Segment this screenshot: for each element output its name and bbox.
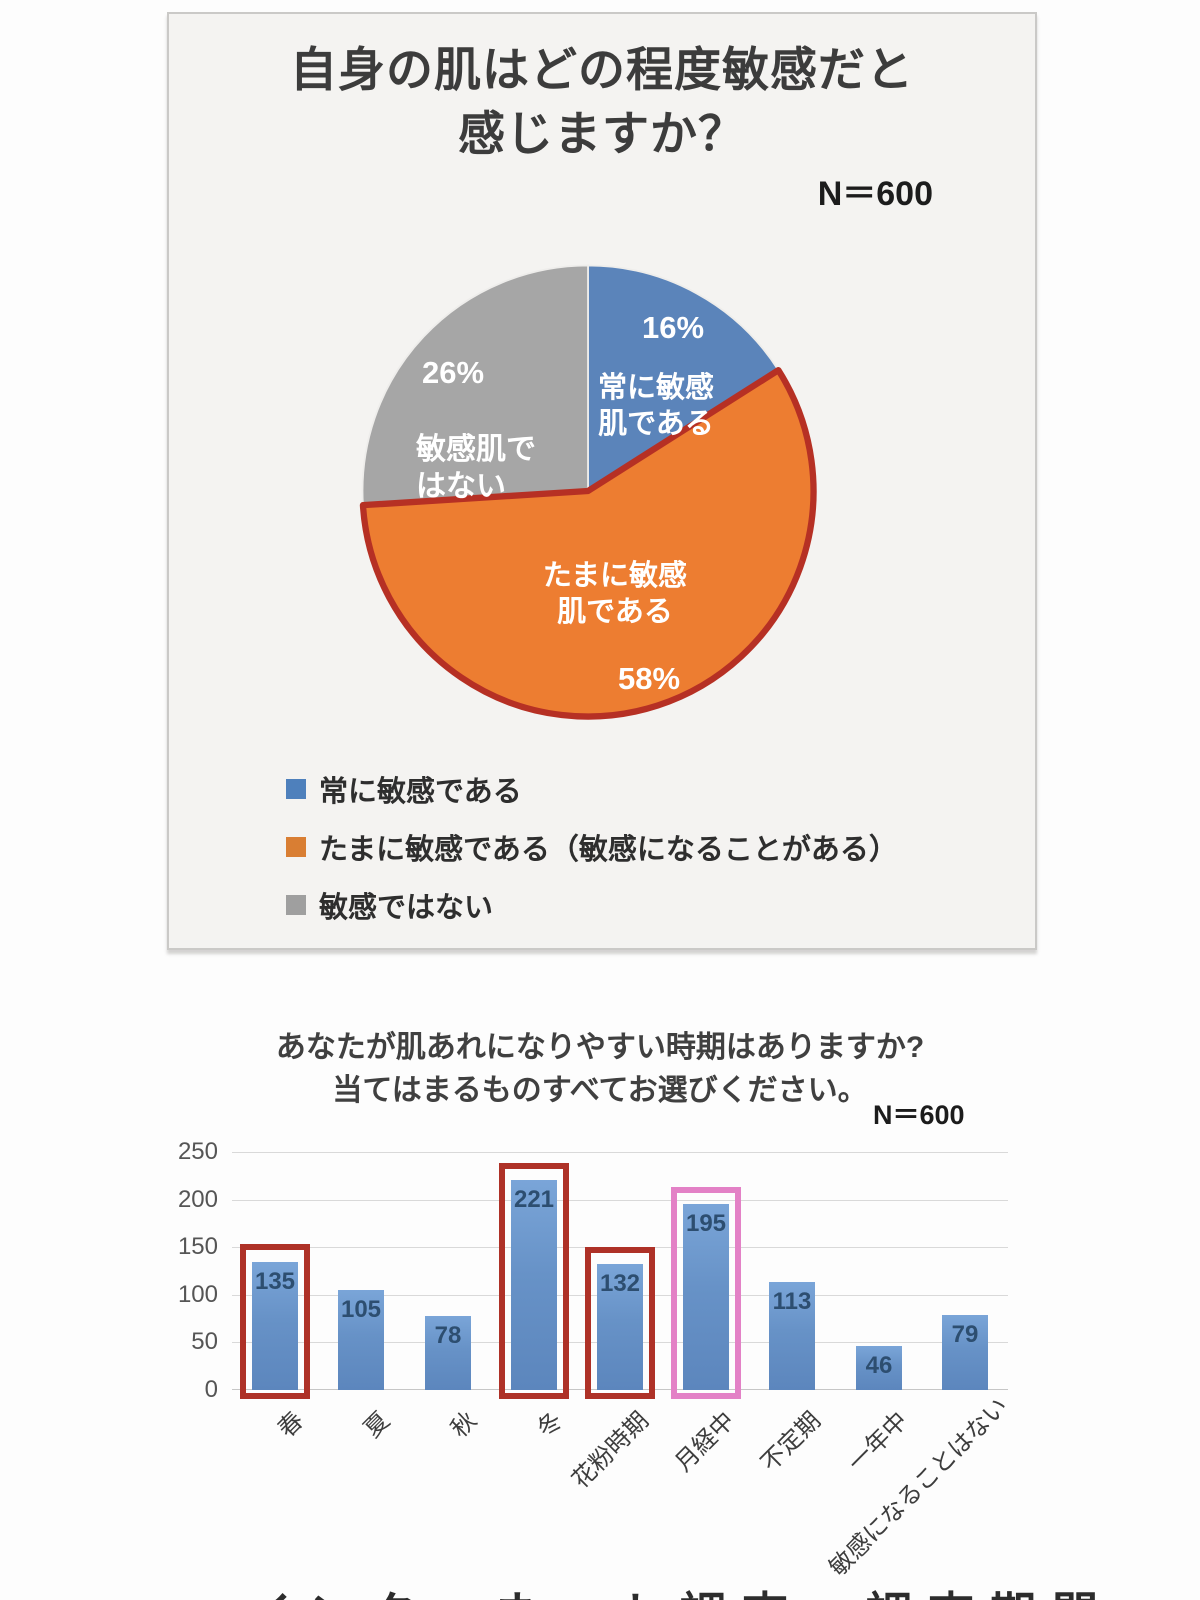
pie-slice-label-blue: 常に敏感 肌である	[597, 372, 714, 440]
pie-slice-not-sensitive	[361, 264, 589, 507]
y-axis-tick-label: 200	[177, 1186, 218, 1213]
y-axis-tick-label: 100	[177, 1281, 218, 1308]
bar-haru: 135	[252, 1262, 298, 1390]
gridline	[232, 1152, 1008, 1153]
bar-chart-title: あなたが肌あれになりやすい時期はありますか? 当てはまるものすべてお選びください。	[0, 1026, 1200, 1112]
pie-percent-label-orange: 58%	[617, 661, 681, 696]
y-axis-tick-label: 250	[177, 1138, 218, 1165]
bar-ichinen-chu: 46	[856, 1346, 902, 1390]
y-axis-tick-label: 50	[191, 1328, 218, 1355]
legend-swatch-orange	[286, 837, 306, 857]
legend-swatch-gray	[286, 895, 306, 915]
pie-title-line1: 自身の肌はどの程度敏感だと	[290, 43, 914, 96]
footer-cutoff-text: インターネット調査 調査期間	[246, 1578, 1114, 1600]
bar-title-line1: あなたが肌あれになりやすい時期はありますか?	[275, 1031, 925, 1064]
pie-chart-card: 自身の肌はどの程度敏感だと 感じますか？ N＝600 16% 常に敏感 肌である 2…	[167, 12, 1037, 950]
highlight-box-pink-gekkei	[671, 1187, 741, 1399]
bar-value-label: 195	[685, 1210, 727, 1237]
highlight-box-red-kafun	[585, 1247, 655, 1399]
legend-item: たまに敏感である（敏感になることがある）	[286, 818, 898, 876]
bar-title-line2: 当てはまるものすべてお選びください。	[332, 1074, 868, 1107]
bar-sample-size: N＝600	[873, 1100, 965, 1130]
pie-slice-label-orange: たまに敏感 肌である	[542, 560, 688, 628]
pie-percent-label-gray: 26%	[421, 355, 485, 390]
bar-aki: 78	[425, 1316, 471, 1390]
bar-value-label: 113	[772, 1288, 812, 1315]
bar-gekkei-chu: 195	[683, 1204, 729, 1390]
bar-value-label: 132	[599, 1270, 641, 1297]
bar-chart-plot-area: 135 105 78 221 132 195 113 46 79	[232, 1152, 1008, 1399]
legend-label: 敏感ではない	[319, 892, 494, 924]
bar-value-label: 221	[513, 1186, 555, 1213]
pie-title-line2: 感じますか？	[458, 107, 746, 160]
legend-swatch-blue	[286, 779, 306, 799]
pie-slice-sometimes-sensitive-highlighted	[359, 367, 817, 720]
pie-slice-always-sensitive	[587, 264, 780, 493]
legend-item: 敏感ではない	[286, 876, 898, 934]
gridline	[232, 1200, 1008, 1201]
bar-natsu: 105	[338, 1290, 384, 1390]
bar-futeiki: 113	[769, 1282, 815, 1390]
pie-legend: 常に敏感である たまに敏感である（敏感になることがある） 敏感ではない	[286, 760, 898, 934]
highlight-box-red-haru	[240, 1244, 310, 1399]
bar-value-label: 78	[434, 1322, 462, 1349]
pie-chart-title: 自身の肌はどの程度敏感だと 感じますか？	[169, 38, 1035, 166]
bar-value-label: 105	[340, 1296, 382, 1323]
pie-percent-label-blue: 16%	[641, 310, 705, 345]
bar-value-label: 79	[951, 1321, 979, 1348]
bar-fuyu: 221	[511, 1180, 557, 1390]
bar-kafun-jiki: 132	[597, 1264, 643, 1390]
y-axis-tick-label: 150	[177, 1233, 218, 1260]
legend-label: 常に敏感である	[319, 776, 522, 808]
legend-item: 常に敏感である	[286, 760, 898, 818]
bar-value-label: 46	[865, 1352, 893, 1379]
pie-chart	[359, 264, 817, 720]
pie-sample-size: N＝600	[817, 175, 933, 213]
bar-binkan-naranai: 79	[942, 1315, 988, 1390]
pie-slice-label-gray: 敏感肌で はない	[416, 433, 536, 503]
legend-label: たまに敏感である（敏感になることがある）	[319, 834, 898, 866]
y-axis-tick-label: 0	[204, 1376, 218, 1403]
highlight-box-red-fuyu	[499, 1163, 569, 1399]
bar-value-label: 135	[254, 1268, 296, 1295]
